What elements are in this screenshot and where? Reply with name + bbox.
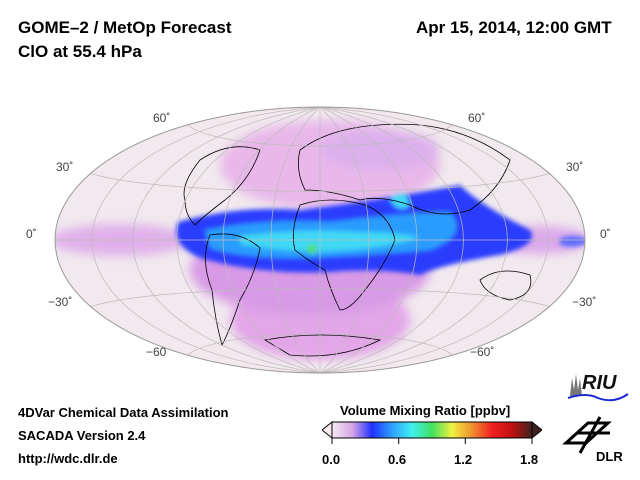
lat-label-30n-right: 30˚: [566, 160, 584, 174]
meridian-line: [222, 107, 321, 373]
colorbar-over-arrow: [531, 421, 542, 440]
lat-label-0-right: 0˚: [600, 227, 611, 241]
meridian-line: [270, 107, 321, 373]
footer-version: SACADA Version 2.4: [18, 428, 146, 443]
meridian-line: [319, 107, 370, 373]
lat-label-60n-left: 60˚: [153, 111, 171, 125]
meridian-line: [319, 107, 549, 373]
lat-label-30s-left: −30˚: [48, 295, 73, 309]
meridian-line: [176, 107, 321, 373]
colorbar-tick-1: 0.6: [388, 452, 407, 467]
colorbar-under-arrow: [322, 421, 333, 440]
graticule: [55, 107, 585, 373]
product-title: GOME–2 / MetOp Forecast: [18, 18, 232, 37]
lat-label-30s-right: −30˚: [572, 295, 597, 309]
riu-logo-text: RIU: [582, 372, 617, 394]
dlr-logo-text: DLR: [596, 449, 623, 464]
meridian-line: [319, 107, 418, 373]
colorbar: [322, 421, 542, 444]
meridian-line: [91, 107, 321, 373]
lat-label-0-left: 0˚: [26, 227, 37, 241]
species-level: ClO at 55.4 hPa: [18, 42, 142, 61]
globe-outline: [54, 106, 586, 374]
lat-label-30n-left: 30˚: [56, 160, 74, 174]
forecast-datetime: Apr 15, 2014, 12:00 GMT: [416, 18, 612, 37]
meridian-line: [319, 107, 464, 373]
lat-label-60n-right: 60˚: [468, 111, 486, 125]
clo-field: [55, 107, 585, 373]
footer-method: 4DVar Chemical Data Assimilation: [18, 405, 229, 420]
meridian-line: [132, 107, 321, 373]
dlr-emblem-icon: [562, 416, 612, 454]
colorbar-tick-0: 0.0: [322, 452, 341, 467]
footer-url[interactable]: http://wdc.dlr.de: [18, 451, 118, 466]
lat-label-60s-left: −60: [146, 345, 167, 359]
meridian-line: [319, 107, 508, 373]
lat-label-60s-right: −60˚: [470, 345, 495, 359]
dlr-logo: DLR: [562, 415, 632, 465]
colorbar-tick-2: 1.2: [454, 452, 473, 467]
coastlines: [183, 123, 532, 357]
colorbar-body: [331, 421, 533, 439]
colorbar-tick-3: 1.8: [520, 452, 539, 467]
riu-logo: RIU: [566, 368, 630, 404]
colorbar-title: Volume Mixing Ratio [ppbv]: [340, 403, 511, 418]
